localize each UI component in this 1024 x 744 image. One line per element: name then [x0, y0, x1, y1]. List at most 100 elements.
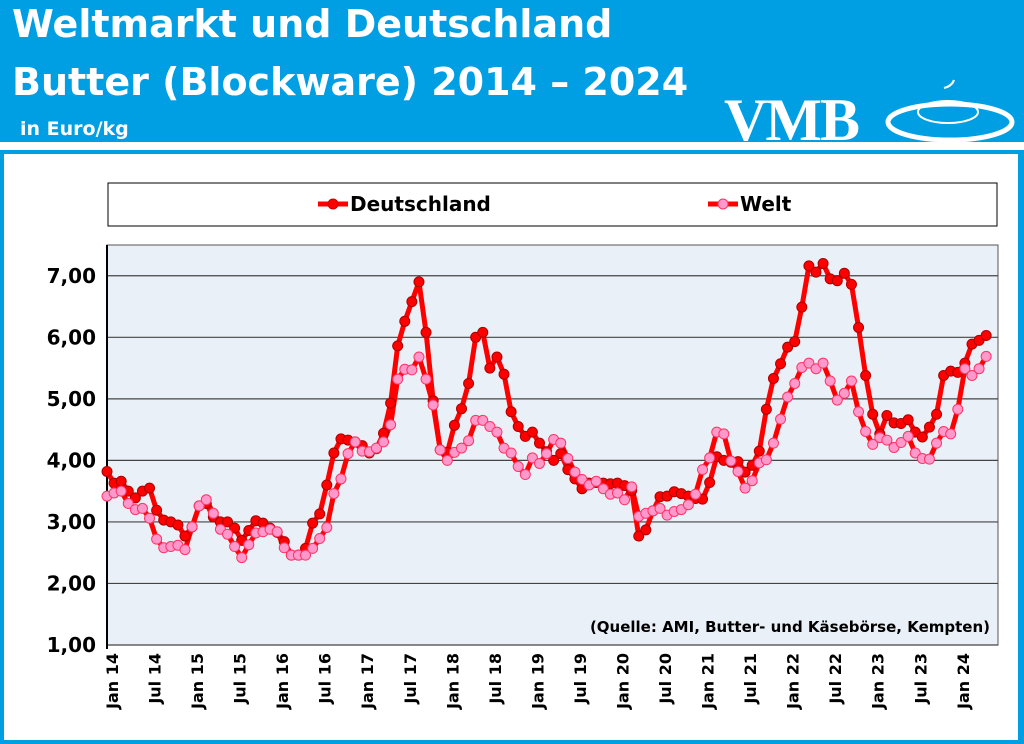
- data-point: [222, 516, 234, 528]
- data-point: [370, 442, 382, 454]
- data-point: [314, 533, 326, 545]
- data-point: [519, 469, 531, 481]
- data-point: [931, 408, 943, 420]
- x-tick-label: Jan 14: [103, 653, 122, 710]
- data-point: [753, 445, 765, 457]
- data-point: [420, 326, 432, 338]
- data-point: [853, 321, 865, 333]
- title-line-2: Butter (Blockware) 2014 – 2024: [12, 60, 689, 104]
- data-point: [654, 502, 666, 514]
- data-point: [952, 403, 964, 415]
- data-point: [533, 457, 545, 469]
- data-point: [427, 399, 439, 411]
- data-point: [101, 465, 113, 477]
- data-point: [378, 436, 390, 448]
- data-point: [555, 437, 567, 449]
- data-point: [328, 447, 340, 459]
- data-point: [775, 413, 787, 425]
- data-point: [477, 414, 489, 426]
- data-point: [413, 276, 425, 288]
- x-tick-label: Jul 22: [826, 653, 845, 705]
- data-point: [881, 409, 893, 421]
- data-point: [973, 363, 985, 375]
- data-point: [597, 483, 609, 495]
- unit-label: in Euro/kg: [20, 118, 129, 140]
- data-point: [619, 494, 631, 506]
- data-point: [278, 542, 290, 554]
- data-point: [151, 533, 163, 545]
- x-tick-label: Jul 18: [486, 653, 505, 705]
- data-point: [902, 414, 914, 426]
- data-point: [803, 357, 815, 369]
- data-point: [682, 499, 694, 511]
- data-point: [838, 387, 850, 399]
- data-point: [136, 502, 148, 514]
- data-point: [533, 437, 545, 449]
- vmb-swirl-icon: [885, 79, 1015, 143]
- x-tick-label: Jan 23: [869, 653, 888, 710]
- data-point: [824, 375, 836, 387]
- data-point: [392, 340, 404, 352]
- data-point: [222, 528, 234, 540]
- data-point: [959, 363, 971, 375]
- x-tick-label: Jul 17: [401, 653, 420, 705]
- data-point: [831, 394, 843, 406]
- data-point: [541, 448, 553, 460]
- y-tick-label: 3,00: [47, 510, 96, 534]
- x-tick-label: Jan 16: [273, 653, 292, 710]
- y-tick-label: 2,00: [47, 571, 96, 595]
- data-point: [144, 512, 156, 524]
- data-point: [760, 454, 772, 466]
- data-point: [838, 267, 850, 279]
- data-point: [122, 497, 134, 509]
- data-point: [505, 447, 517, 459]
- y-tick-label: 4,00: [47, 448, 96, 472]
- data-point: [420, 373, 432, 385]
- data-point: [342, 448, 354, 460]
- data-point: [704, 452, 716, 464]
- x-tick-label: Jan 15: [188, 653, 207, 710]
- data-point: [782, 341, 794, 353]
- data-point: [413, 351, 425, 363]
- data-point: [406, 296, 418, 308]
- x-tick-label: Jan 24: [954, 653, 973, 710]
- data-point: [775, 358, 787, 370]
- data-point: [640, 524, 652, 536]
- data-point: [406, 364, 418, 376]
- data-point: [895, 437, 907, 449]
- title-line-1: Weltmarkt und Deutschland: [12, 2, 613, 46]
- data-point: [853, 406, 865, 418]
- data-point: [512, 461, 524, 473]
- legend-label-welt: Welt: [740, 192, 792, 216]
- data-point: [739, 482, 751, 494]
- data-point: [548, 454, 560, 466]
- data-point: [831, 275, 843, 287]
- data-point: [456, 403, 467, 415]
- x-tick-label: Jul 23: [911, 653, 930, 705]
- data-point: [725, 455, 737, 467]
- data-point: [980, 329, 992, 341]
- data-point: [704, 477, 716, 489]
- data-point: [434, 444, 446, 456]
- data-point: [321, 521, 333, 533]
- data-point: [441, 454, 453, 466]
- data-point: [477, 326, 489, 338]
- data-point: [789, 336, 801, 348]
- legend-label-deutschland: Deutschland: [350, 192, 491, 216]
- data-point: [611, 487, 623, 499]
- data-point: [697, 464, 709, 476]
- header-divider: [0, 142, 1024, 150]
- data-point: [115, 485, 127, 497]
- data-point: [385, 419, 397, 431]
- data-point: [314, 508, 326, 520]
- data-point: [966, 369, 978, 381]
- data-point: [803, 260, 815, 272]
- data-point: [307, 517, 319, 529]
- data-point: [569, 466, 581, 478]
- data-point: [236, 552, 248, 564]
- data-point: [207, 507, 219, 519]
- data-point: [172, 519, 184, 531]
- data-point: [845, 278, 857, 290]
- data-point: [845, 375, 857, 387]
